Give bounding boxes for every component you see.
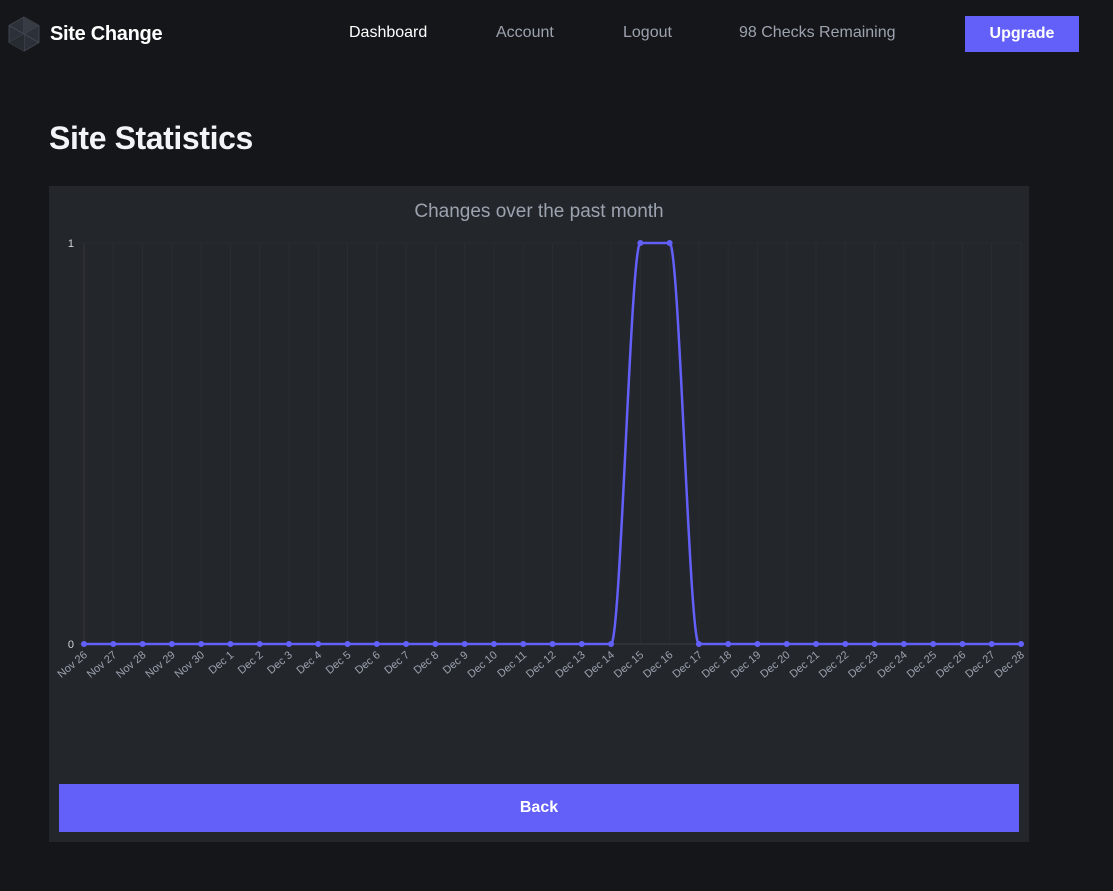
changes-line-chart: Changes over the past month 01 Nov 26Nov… [56,201,1027,681]
data-point[interactable] [900,641,907,647]
data-point[interactable] [139,641,146,647]
x-tick-label: Dec 10 [465,649,499,681]
x-tick-label: Dec 6 [353,649,383,677]
data-point[interactable] [930,641,937,647]
x-tick-label: Dec 11 [495,649,529,680]
data-point[interactable] [490,641,497,647]
data-point[interactable] [578,641,585,647]
data-point[interactable] [725,641,732,647]
x-tick-label: Nov 30 [173,649,207,681]
x-tick-label: Dec 3 [265,649,295,677]
brand-name: Site Change [50,22,163,45]
x-tick-label: Nov 27 [85,649,119,681]
data-point[interactable] [461,641,468,647]
data-point[interactable] [959,641,966,647]
data-point[interactable] [373,641,380,647]
x-tick-label: Dec 4 [294,649,324,677]
nav-link-account[interactable]: Account [496,24,554,41]
x-tick-label: Dec 1 [207,649,237,677]
x-tick-label: Dec 7 [382,649,412,677]
x-tick-label: Dec 27 [963,649,997,681]
hexagon-logo-icon [8,16,40,52]
x-tick-label: Nov 29 [143,649,177,681]
data-point[interactable] [637,240,644,246]
x-tick-label: Dec 15 [612,649,646,681]
upgrade-button[interactable]: Upgrade [965,16,1079,52]
x-tick-label: Dec 28 [993,649,1027,681]
data-point[interactable] [842,641,849,647]
x-tick-label: Dec 5 [324,649,354,677]
x-tick-label: Nov 28 [114,649,148,681]
x-tick-label: Dec 18 [700,649,734,681]
data-point[interactable] [81,641,87,647]
back-button[interactable]: Back [59,784,1019,832]
data-point[interactable] [315,641,322,647]
data-point[interactable] [813,641,820,647]
x-tick-label: Dec 14 [583,649,617,681]
data-point[interactable] [520,641,527,647]
x-tick-label: Dec 12 [524,649,558,681]
x-tick-label: Dec 20 [758,649,792,681]
data-point[interactable] [344,641,351,647]
x-tick-label: Dec 2 [236,649,266,677]
x-tick-label: Dec 22 [817,649,851,681]
y-tick-label: 0 [68,639,74,651]
data-point[interactable] [1018,641,1024,647]
data-point[interactable] [227,641,234,647]
nav-link-logout[interactable]: Logout [623,24,672,41]
data-point[interactable] [549,641,556,647]
data-point[interactable] [608,641,615,647]
series-line [83,241,1021,646]
x-tick-label: Dec 21 [788,649,822,681]
nav-link-dashboard[interactable]: Dashboard [349,24,428,41]
x-tick-label: Dec 8 [412,649,442,677]
x-tick-label: Dec 16 [641,649,675,681]
data-point[interactable] [666,240,673,246]
data-point[interactable] [168,641,175,647]
top-navbar: Site Change Dashboard Account Logout 98 … [0,0,1113,68]
checks-remaining: 98 Checks Remaining [739,24,896,41]
data-point[interactable] [432,641,439,647]
x-tick-label: Dec 13 [553,649,587,681]
x-tick-label: Dec 24 [875,649,909,681]
chart-title: Changes over the past month [414,201,663,222]
x-tick-label: Dec 19 [729,649,763,681]
brand[interactable]: Site Change [8,16,163,52]
x-tick-label: Nov 26 [56,649,90,681]
data-point[interactable] [110,641,117,647]
data-point[interactable] [695,641,702,647]
data-point[interactable] [754,641,761,647]
x-tick-label: Dec 23 [846,649,880,681]
x-tick-label: Dec 17 [670,649,704,681]
x-tick-label: Dec 25 [905,649,939,681]
y-tick-label: 1 [68,238,74,250]
page-title: Site Statistics [49,120,253,156]
data-point[interactable] [256,641,263,647]
data-point[interactable] [198,641,205,647]
data-point[interactable] [988,641,995,647]
data-point[interactable] [403,641,410,647]
data-point[interactable] [783,641,790,647]
data-point[interactable] [285,641,292,647]
data-point[interactable] [871,641,878,647]
x-tick-label: Dec 26 [934,649,968,681]
